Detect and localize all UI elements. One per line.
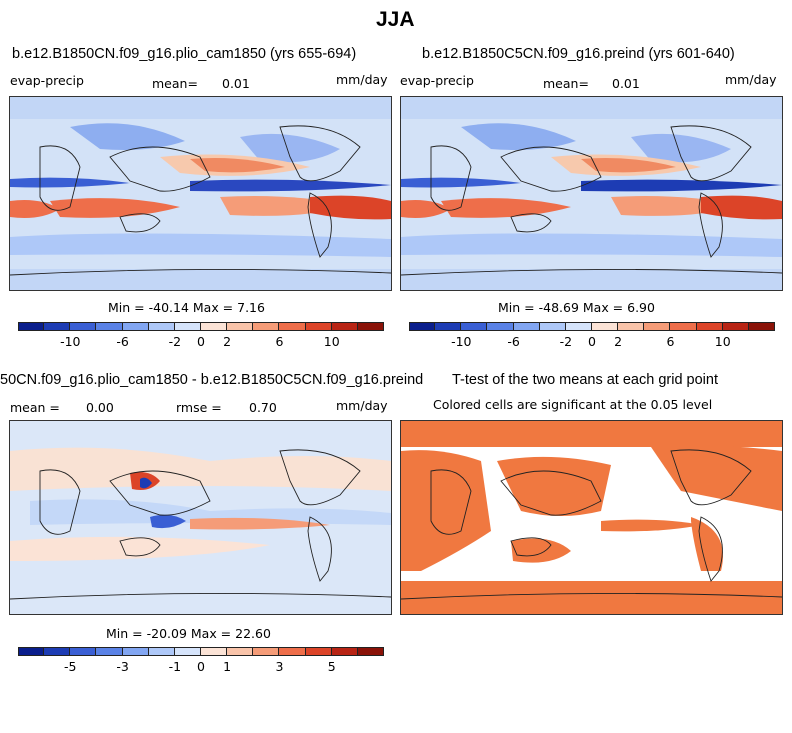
colorbar-swatch bbox=[148, 647, 175, 656]
colorbar-swatch bbox=[696, 322, 723, 331]
colorbar-swatch bbox=[618, 322, 645, 331]
colorbar-tick-label: -10 bbox=[451, 334, 472, 349]
panel2-colorbar bbox=[409, 322, 775, 331]
panel3-minmax: Min = -20.09 Max = 22.60 bbox=[106, 626, 271, 641]
panel1-map-field bbox=[10, 97, 391, 290]
colorbar-tick-label: 0 bbox=[197, 334, 205, 349]
colorbar-tick-label: 2 bbox=[223, 334, 232, 349]
panel3-map-field bbox=[10, 421, 391, 614]
panel3-map bbox=[9, 420, 392, 615]
colorbar-swatch bbox=[18, 322, 45, 331]
panel4-map bbox=[400, 420, 783, 615]
colorbar-swatch bbox=[513, 322, 540, 331]
colorbar-swatch bbox=[18, 647, 45, 656]
panel2-units: mm/day bbox=[725, 72, 777, 87]
colorbar-swatch bbox=[44, 647, 71, 656]
panel1-title: b.e12.B1850CN.f09_g16.plio_cam1850 (yrs … bbox=[12, 46, 357, 62]
colorbar-swatch bbox=[539, 322, 566, 331]
panel2-title: b.e12.B1850C5CN.f09_g16.preind (yrs 601-… bbox=[422, 46, 735, 62]
colorbar-tick-label: -2 bbox=[168, 334, 182, 349]
colorbar-swatch bbox=[279, 647, 306, 656]
panel2-variable-label: evap-precip bbox=[400, 73, 474, 88]
panel3-units: mm/day bbox=[336, 398, 388, 413]
colorbar-swatch bbox=[722, 322, 749, 331]
panel1-mean-value: 0.01 bbox=[222, 76, 250, 91]
colorbar-swatch bbox=[122, 647, 149, 656]
colorbar-swatch bbox=[96, 647, 123, 656]
colorbar-tick-label: 6 bbox=[275, 334, 284, 349]
colorbar-swatch bbox=[670, 322, 697, 331]
colorbar-frame bbox=[18, 647, 384, 656]
colorbar-swatch bbox=[174, 322, 201, 331]
panel1-variable-label: evap-precip bbox=[10, 73, 84, 88]
colorbar-tick-label: 10 bbox=[323, 334, 340, 349]
colorbar-swatch bbox=[201, 322, 228, 331]
colorbar-swatch bbox=[331, 647, 358, 656]
colorbar-swatch bbox=[253, 322, 280, 331]
panel2-map bbox=[400, 96, 783, 291]
colorbar-tick-label: 6 bbox=[666, 334, 675, 349]
panel1-colorbar bbox=[18, 322, 384, 331]
colorbar-swatch bbox=[592, 322, 619, 331]
panel2-minmax: Min = -48.69 Max = 6.90 bbox=[498, 300, 655, 315]
colorbar-swatch bbox=[253, 647, 280, 656]
colorbar-swatch bbox=[565, 322, 592, 331]
colorbar-tick-label: 2 bbox=[614, 334, 623, 349]
colorbar-swatch bbox=[487, 322, 514, 331]
panel2-mean-label: mean= bbox=[543, 76, 589, 91]
page-title: JJA bbox=[376, 8, 415, 31]
panel3-rmse-label: rmse = bbox=[176, 400, 222, 415]
colorbar-tick-label: 0 bbox=[588, 334, 596, 349]
colorbar-tick-label: 1 bbox=[223, 659, 232, 674]
colorbar-swatch bbox=[305, 322, 332, 331]
panel3-mean-value: 0.00 bbox=[86, 400, 114, 415]
colorbar-swatch bbox=[331, 322, 358, 331]
panel2-mean-value: 0.01 bbox=[612, 76, 640, 91]
colorbar-tick-label: 0 bbox=[197, 659, 205, 674]
colorbar-tick-label: 10 bbox=[714, 334, 731, 349]
colorbar-tick-label: 5 bbox=[327, 659, 336, 674]
colorbar-swatch bbox=[227, 322, 254, 331]
panel1-units: mm/day bbox=[336, 72, 388, 87]
colorbar-swatch bbox=[201, 647, 228, 656]
colorbar-swatch bbox=[44, 322, 71, 331]
panel4-map-field bbox=[401, 421, 782, 614]
colorbar-frame bbox=[409, 322, 775, 331]
colorbar-swatch bbox=[644, 322, 671, 331]
panel1-map bbox=[9, 96, 392, 291]
panel4-title: T-test of the two means at each grid poi… bbox=[452, 372, 718, 388]
colorbar-tick-label: -6 bbox=[507, 334, 520, 349]
colorbar-tick-label: -6 bbox=[116, 334, 129, 349]
panel4-subtitle: Colored cells are significant at the 0.0… bbox=[433, 397, 713, 412]
colorbar-swatch bbox=[174, 647, 201, 656]
colorbar-swatch bbox=[279, 322, 306, 331]
colorbar-swatch bbox=[70, 647, 97, 656]
colorbar-swatch bbox=[435, 322, 462, 331]
colorbar-swatch bbox=[70, 322, 97, 331]
colorbar-swatch bbox=[409, 322, 436, 331]
colorbar-tick-label: -1 bbox=[168, 659, 182, 674]
colorbar-tick-label: -5 bbox=[64, 659, 77, 674]
colorbar-frame bbox=[18, 322, 384, 331]
panel1-mean-label: mean= bbox=[152, 76, 198, 91]
colorbar-swatch bbox=[305, 647, 332, 656]
panel3-mean-label: mean = bbox=[10, 400, 60, 415]
colorbar-swatch bbox=[96, 322, 123, 331]
colorbar-swatch bbox=[148, 322, 175, 331]
colorbar-swatch bbox=[461, 322, 488, 331]
panel3-rmse-value: 0.70 bbox=[249, 400, 277, 415]
colorbar-swatch bbox=[227, 647, 254, 656]
panel1-minmax: Min = -40.14 Max = 7.16 bbox=[108, 300, 265, 315]
panel3-colorbar bbox=[18, 647, 384, 656]
colorbar-tick-label: -2 bbox=[559, 334, 573, 349]
colorbar-swatch bbox=[122, 322, 149, 331]
colorbar-tick-label: 3 bbox=[275, 659, 284, 674]
panel3-title: 50CN.f09_g16.plio_cam1850 - b.e12.B1850C… bbox=[0, 372, 424, 388]
colorbar-tick-label: -3 bbox=[116, 659, 129, 674]
colorbar-tick-label: -10 bbox=[60, 334, 81, 349]
panel2-map-field bbox=[401, 97, 782, 290]
